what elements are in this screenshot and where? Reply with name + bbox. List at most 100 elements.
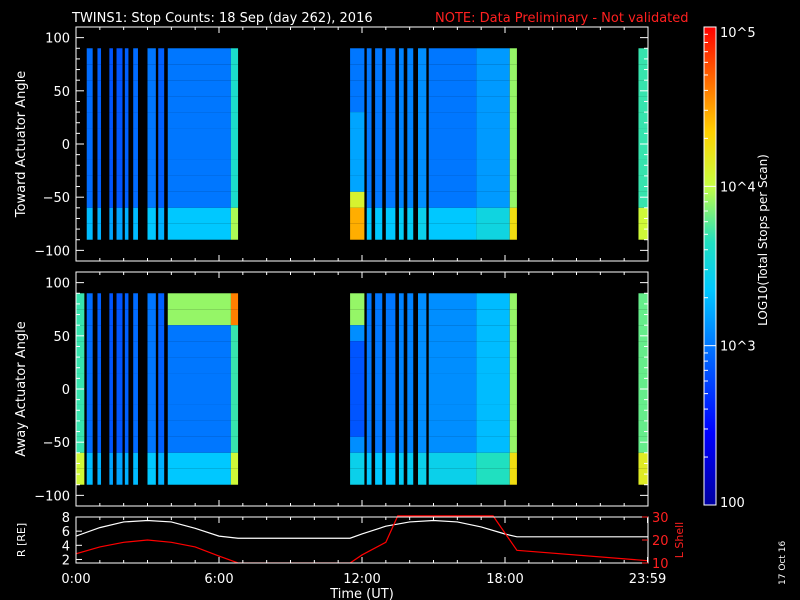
heatmap-cell [116, 223, 123, 240]
heatmap-cell [86, 436, 93, 453]
heatmap-cell [109, 373, 113, 389]
heatmap-cell [509, 420, 517, 437]
heatmap-cell [428, 436, 477, 453]
heatmap-cell [133, 373, 138, 389]
heatmap-cell [230, 64, 239, 81]
heatmap-cell [158, 175, 165, 192]
heatmap-cell [476, 404, 510, 421]
heatmap-cell [133, 404, 138, 421]
heatmap-cell [418, 144, 427, 160]
heatmap-cell [86, 112, 93, 129]
heatmap-cell [385, 96, 396, 113]
heatmap-cell [109, 452, 113, 469]
heatmap-cell [109, 144, 113, 160]
heatmap-cell [147, 96, 156, 113]
heatmap-cell [398, 64, 404, 81]
heatmap-cell [158, 207, 165, 224]
heatmap-cell [398, 309, 404, 326]
heatmap-cell [350, 341, 365, 358]
heatmap-cell [476, 373, 510, 389]
heatmap-cell [638, 325, 648, 342]
heatmap-cell [116, 293, 123, 310]
heatmap-cell [385, 128, 396, 144]
heatmap-cell [350, 175, 365, 192]
heatmap-cell [509, 373, 517, 389]
heatmap-cell [230, 128, 239, 144]
heatmap-cell [366, 325, 372, 342]
heatmap-cell [407, 223, 414, 240]
heatmap-cell [476, 207, 510, 224]
lshell-series-line [76, 515, 648, 563]
heatmap-cell [428, 357, 477, 374]
heatmap-cell [407, 293, 414, 310]
heatmap-cell [418, 128, 427, 144]
heatmap-cell [116, 436, 123, 453]
heatmap-cell [76, 357, 85, 374]
heatmap-cell [428, 128, 477, 144]
heatmap-cell [375, 468, 383, 485]
heatmap-cell [230, 389, 239, 405]
heatmap-cell [97, 309, 102, 326]
colorbar-label: LOG10(Total Stops per Scan) [756, 154, 770, 326]
heatmap-cell [133, 64, 138, 81]
heatmap-cell [147, 175, 156, 192]
heatmap-cell [97, 436, 102, 453]
heatmap-cell [398, 293, 404, 310]
heatmap-cell [638, 48, 648, 65]
heatmap-cell [124, 420, 129, 437]
panel-frame [75, 516, 649, 564]
colorbar-tick-label: 10^5 [720, 26, 756, 41]
heatmap-cell [97, 325, 102, 342]
heatmap-cell [158, 293, 165, 310]
heatmap-cell [407, 309, 414, 326]
heatmap-cell [366, 223, 372, 240]
heatmap-cell [350, 159, 365, 176]
heatmap-cell [476, 389, 510, 405]
heatmap-cell [407, 144, 414, 160]
heatmap-cell [509, 293, 517, 310]
heatmap-cell [124, 436, 129, 453]
heatmap-cell [509, 96, 517, 113]
heatmap-cell [418, 159, 427, 176]
heatmap-cell [109, 404, 113, 421]
heatmap-cell [76, 404, 85, 421]
heatmap-cell [86, 64, 93, 81]
heatmap-cell [509, 452, 517, 469]
heatmap-cell [638, 96, 648, 113]
heatmap-cell [638, 112, 648, 129]
heatmap-cell [97, 191, 102, 208]
heatmap-cell [147, 404, 156, 421]
heatmap-cell [375, 325, 383, 342]
heatmap-cell [428, 325, 477, 342]
heatmap-cell [97, 128, 102, 144]
heatmap-cell [109, 207, 113, 224]
heatmap-cell [86, 223, 93, 240]
heatmap-cell [638, 309, 648, 326]
heatmap-cell [133, 96, 138, 113]
heatmap-cell [407, 468, 414, 485]
heatmap-cell [638, 420, 648, 437]
heatmap-cell [509, 468, 517, 485]
heatmap-cell [398, 80, 404, 97]
heatmap-cell [133, 128, 138, 144]
heatmap-cell [116, 309, 123, 326]
heatmap-cell [476, 175, 510, 192]
heatmap-cell [97, 96, 102, 113]
heatmap-cell [476, 357, 510, 374]
heatmap-cell [428, 80, 477, 97]
heatmap-cell [147, 468, 156, 485]
heatmap-cell [398, 357, 404, 374]
heatmap-cell [147, 309, 156, 326]
heatmap-cell [418, 80, 427, 97]
heatmap-cell [418, 223, 427, 240]
heatmap-cell [124, 144, 129, 160]
heatmap-cell [638, 373, 648, 389]
x-tick-label: 23:59 [629, 572, 666, 587]
heatmap-cell [385, 309, 396, 326]
heatmap-cell [509, 128, 517, 144]
heatmap-cell [428, 159, 477, 176]
colorbar-tick-label: 100 [720, 496, 745, 511]
heatmap-cell [398, 191, 404, 208]
heatmap-cell [638, 357, 648, 374]
